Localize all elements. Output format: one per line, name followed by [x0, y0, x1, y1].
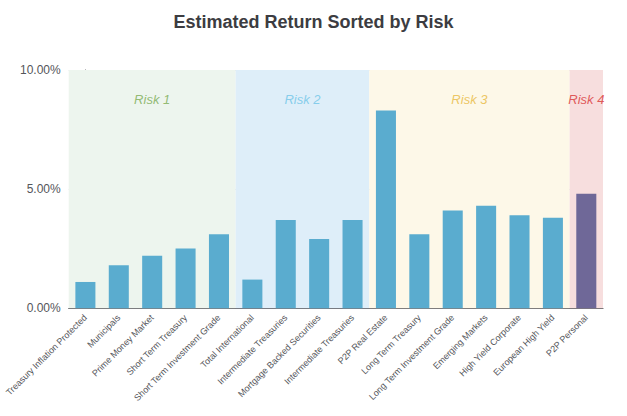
svg-text:Intermediate Treasuries: Intermediate Treasuries [215, 312, 290, 387]
svg-text:Estimated Return Sorted by Ris: Estimated Return Sorted by Risk [173, 12, 454, 32]
svg-text:Mortgage Backed Securities: Mortgage Backed Securities [236, 312, 323, 400]
svg-text:Total International: Total International [198, 312, 256, 370]
svg-text:Treasury Inflation Protected: Treasury Inflation Protected [4, 313, 89, 398]
svg-text:Risk 4: Risk 4 [568, 92, 604, 107]
svg-text:European High Yield: European High Yield [491, 313, 556, 378]
svg-text:5.00%: 5.00% [27, 182, 61, 196]
svg-text:Short Term Treasury: Short Term Treasury [125, 312, 190, 377]
svg-text:Intermediate Treasuries: Intermediate Treasuries [282, 312, 357, 387]
svg-text:Prime Money Market: Prime Money Market [90, 312, 156, 378]
svg-text:High Yield Corporate: High Yield Corporate [457, 313, 523, 379]
svg-text:Municipals: Municipals [85, 312, 123, 350]
svg-text:Short Term Investment Grade: Short Term Investment Grade [132, 312, 223, 403]
svg-text:Risk 2: Risk 2 [284, 92, 321, 107]
svg-text:P2P Real Estate: P2P Real Estate [335, 312, 390, 367]
svg-text:Risk 3: Risk 3 [451, 92, 488, 107]
svg-text:Emerging Markets: Emerging Markets [431, 312, 490, 371]
svg-text:Risk 1: Risk 1 [134, 92, 170, 107]
svg-text:Long Term Treasury: Long Term Treasury [359, 312, 423, 376]
svg-text:P2P Personal: P2P Personal [544, 313, 590, 359]
svg-text:0.00%: 0.00% [27, 301, 61, 315]
svg-text:Long Term Investment Grade: Long Term Investment Grade [367, 312, 457, 402]
svg-text:10.00%: 10.00% [20, 63, 61, 77]
